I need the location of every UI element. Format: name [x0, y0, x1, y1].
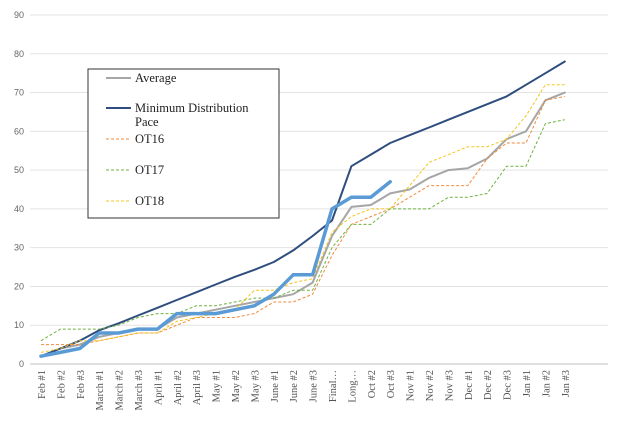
y-tick-label: 80: [14, 49, 24, 59]
x-tick-label: Feb #2: [56, 370, 67, 399]
y-tick-label: 10: [14, 320, 24, 330]
y-axis-ticks: 0 10 20 30 40 50 60 70 80 90: [14, 10, 24, 369]
x-tick-label: Oct #2: [367, 370, 378, 398]
x-tick-label: Nov #3: [444, 370, 455, 401]
legend-entry: Minimum Distribution Pace: [135, 101, 249, 129]
legend-entry: Average: [135, 71, 177, 85]
x-tick-label: Long…: [347, 370, 358, 403]
x-tick-label: Feb #3: [76, 370, 87, 399]
legend-entry: OT16: [135, 132, 164, 146]
series-line-5: [39, 179, 392, 358]
x-tick-label: Nov #2: [425, 370, 436, 401]
legend: Average Minimum Distribution Pace OT16 OT17 O…: [87, 68, 280, 219]
x-tick-label: March #2: [115, 370, 126, 411]
y-tick-label: 30: [14, 243, 24, 253]
x-tick-label: Jan #1: [522, 370, 533, 397]
y-tick-label: 70: [14, 88, 24, 98]
x-tick-label: Dec #3: [503, 370, 514, 400]
x-tick-label: Jan #2: [541, 370, 552, 397]
legend-entry: OT17: [135, 163, 164, 177]
x-tick-label: June #3: [309, 370, 320, 402]
y-tick-label: 50: [14, 165, 24, 175]
y-tick-label: 60: [14, 126, 24, 136]
legend-entry: OT18: [135, 194, 164, 208]
series-lines: [39, 60, 566, 358]
x-tick-label: Feb #1: [37, 370, 48, 399]
x-tick-label: March #1: [95, 370, 106, 411]
series-line-2: [41, 95, 565, 346]
x-tick-label: Dec #1: [464, 370, 475, 400]
y-tick-label: 90: [14, 10, 24, 20]
x-tick-label: Jan #3: [561, 370, 572, 397]
x-tick-label: May #3: [250, 370, 261, 402]
y-tick-label: 0: [19, 359, 24, 369]
series-line-3: [40, 119, 565, 342]
y-tick-label: 20: [14, 281, 24, 291]
y-tick-label: 40: [14, 204, 24, 214]
x-tick-label: Final…: [328, 370, 339, 402]
x-tick-label: April #2: [173, 370, 184, 405]
x-tick-label: March #3: [134, 370, 145, 411]
x-tick-label: June #1: [270, 370, 281, 402]
x-tick-label: Dec #2: [483, 370, 494, 400]
x-tick-label: May #1: [212, 370, 223, 402]
series-line-1: [40, 60, 566, 358]
legend-box: [87, 68, 280, 219]
series-line-4: [40, 84, 565, 353]
x-tick-label: April #3: [192, 370, 203, 405]
x-tick-label: Oct #3: [386, 370, 397, 398]
x-tick-label: May #2: [231, 370, 242, 402]
x-tick-label: June #2: [289, 370, 300, 402]
x-tick-label: Nov #1: [406, 370, 417, 401]
x-tick-label: April #1: [153, 370, 164, 405]
x-axis-ticks: Feb #1 Feb #2 Feb #3 March #1 March #2 March …: [37, 370, 572, 411]
